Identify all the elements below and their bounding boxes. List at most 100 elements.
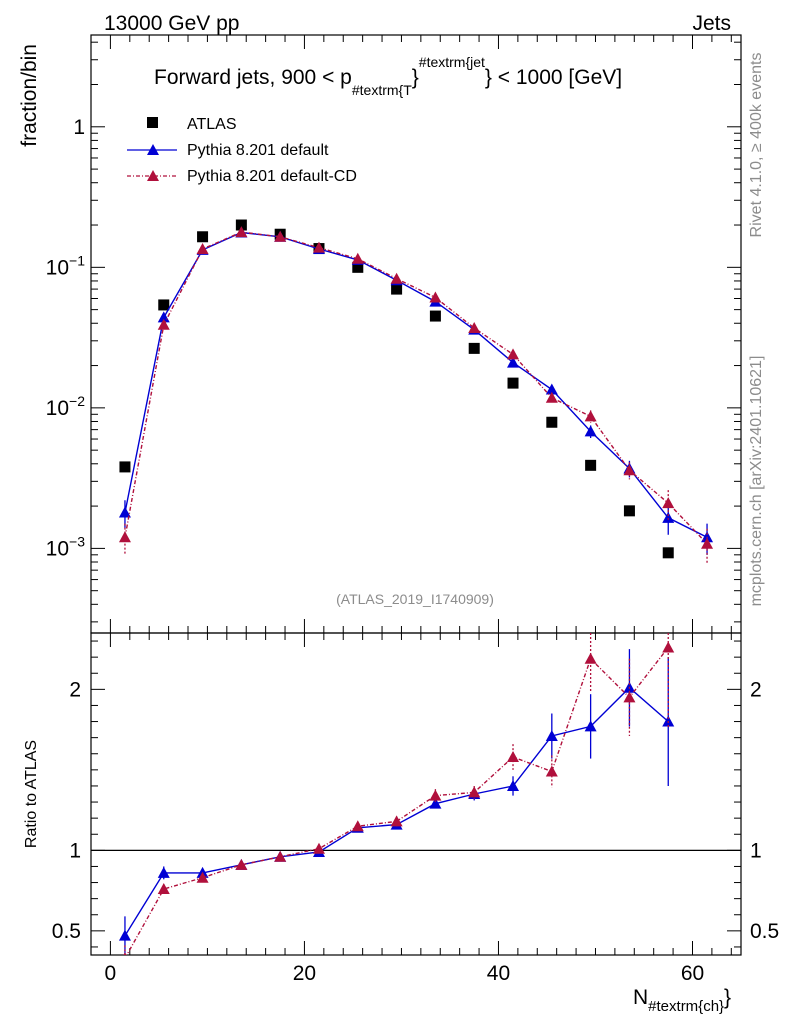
x-tick-label: 0 xyxy=(105,962,117,985)
y-tick-label-exponent: −2 xyxy=(69,393,85,409)
y-tick-label: 10−1 xyxy=(46,252,86,279)
atlas-data-point xyxy=(235,219,247,231)
pythia-default-cd-point xyxy=(468,322,481,334)
atlas-data-point xyxy=(585,459,597,471)
ratio-y-tick-label-left: 0.5 xyxy=(52,920,81,943)
pythia-default-cd-line xyxy=(124,231,708,545)
ratio-default-cd-point xyxy=(312,842,325,854)
title-end: } < 1000 [GeV] xyxy=(485,66,622,89)
x-axis-label-main: N xyxy=(633,986,648,1009)
atlas-data-point xyxy=(158,299,170,311)
y-tick-label: 10−2 xyxy=(46,393,86,420)
pythia-default-point xyxy=(118,506,131,518)
pythia-default-cd-point xyxy=(157,318,170,330)
legend-marker-default xyxy=(147,144,159,155)
atlas-data-point xyxy=(391,283,403,295)
ratio-default-cd-point xyxy=(123,952,127,955)
main-plot-data xyxy=(118,219,714,564)
ratio-default-cd-line xyxy=(125,647,669,955)
legend-label-default-cd: Pythia 8.201 default-CD xyxy=(187,168,357,185)
pythia-default-cd-point xyxy=(390,272,403,284)
pythia-default-line xyxy=(124,231,708,538)
title-main: Forward jets, 900 < p xyxy=(154,66,352,89)
ratio-default-cd-point xyxy=(468,786,481,798)
pythia-default-cd-point xyxy=(545,391,558,403)
ratio-plot-data xyxy=(118,633,675,955)
y-tick-label-exponent: −1 xyxy=(69,252,85,268)
y-tick-label-base: 10 xyxy=(46,256,69,279)
plot-title: Forward jets, 900 < p#textrm{T}#textrm{j… xyxy=(154,54,622,98)
ratio-default-cd-point xyxy=(429,789,442,801)
ratio-y-tick-label-right: 0.5 xyxy=(750,920,779,943)
process-label: Jets xyxy=(692,12,731,35)
pythia-default-point xyxy=(584,425,597,437)
ratio-default-point xyxy=(507,779,520,791)
ratio-default-point xyxy=(118,929,131,941)
y-tick-label-exponent: −3 xyxy=(69,533,85,549)
ratio-default-cd-point xyxy=(390,815,403,827)
ratio-y-tick-label-right: 1 xyxy=(750,839,762,862)
legend-label-atlas: ATLAS xyxy=(187,116,237,133)
y-tick-label-base: 10 xyxy=(46,537,69,560)
atlas-data-point xyxy=(429,310,441,322)
title-superscript: #textrm{jet xyxy=(419,54,485,70)
x-axis-label-sub: #textrm{ch} xyxy=(648,998,724,1015)
ratio-default-cd-point xyxy=(157,882,170,894)
atlas-data-point xyxy=(119,461,131,473)
pythia-default-cd-point xyxy=(662,497,675,509)
ratio-default-cd-point xyxy=(235,858,248,870)
atlas-data-point xyxy=(662,547,674,559)
legend: ATLAS Pythia 8.201 default Pythia 8.201 … xyxy=(127,116,357,185)
pythia-default-cd-point xyxy=(312,241,325,253)
ratio-default-point xyxy=(157,866,170,878)
ratio-y-tick-label-left: 1 xyxy=(69,839,81,862)
pythia-default-cd-point xyxy=(118,531,131,543)
ratio-default-cd-point xyxy=(351,820,364,832)
ratio-panel-frame xyxy=(90,632,742,956)
x-tick-label: 60 xyxy=(681,962,704,985)
pythia-default-cd-point xyxy=(429,291,442,303)
energy-label: 13000 GeV pp xyxy=(104,12,239,35)
x-tick-label: 40 xyxy=(487,962,510,985)
atlas-data-point xyxy=(546,416,558,428)
ratio-default-cd-point xyxy=(662,641,675,653)
ratio-default-cd-point xyxy=(196,871,209,883)
y-tick-label: 1 xyxy=(73,116,85,139)
ratio-default-cd-point xyxy=(623,691,636,703)
source-label: mcplots.cern.ch [arXiv:2401.10621] xyxy=(748,356,765,607)
pythia-default-cd-point xyxy=(274,230,287,242)
pythia-default-point xyxy=(507,356,520,368)
pythia-default-cd-point xyxy=(235,226,248,238)
ratio-default-line xyxy=(124,686,669,937)
x-axis-label: N#textrm{ch}} xyxy=(633,986,731,1015)
y-tick-label-base: 10 xyxy=(46,397,69,420)
ratio-y-axis-label: Ratio to ATLAS xyxy=(23,740,40,848)
pythia-default-cd-point xyxy=(351,252,364,264)
ratio-default-point xyxy=(429,797,442,809)
legend-marker-atlas xyxy=(147,117,158,128)
atlas-data-point xyxy=(623,505,635,517)
rivet-version-label: Rivet 4.1.0, ≥ 400k events xyxy=(748,53,765,238)
pythia-default-point xyxy=(662,511,675,523)
ratio-default-cd-point xyxy=(545,765,558,777)
ratio-default-cd-point xyxy=(274,850,287,862)
ratio-default-cd-point xyxy=(584,652,597,664)
ratio-default-point xyxy=(584,720,597,732)
x-axis-label-brace: } xyxy=(724,986,731,1009)
analysis-id-label: (ATLAS_2019_I1740909) xyxy=(336,591,494,607)
atlas-data-point xyxy=(352,261,364,273)
ratio-default-point xyxy=(545,730,558,742)
title-brace: } xyxy=(412,66,419,89)
atlas-data-point xyxy=(507,377,519,389)
pythia-default-cd-point xyxy=(507,348,520,360)
pythia-default-cd-point xyxy=(584,410,597,422)
pythia-default-cd-point xyxy=(701,537,714,549)
ratio-default-cd-point xyxy=(507,750,520,762)
pythia-default-point xyxy=(545,383,558,395)
y-axis-label: fraction/bin xyxy=(18,44,41,147)
y-tick-label-base: 1 xyxy=(73,116,85,139)
y-tick-label: 10−3 xyxy=(46,533,86,560)
pythia-default-point xyxy=(157,311,170,323)
ratio-y-tick-label-right: 2 xyxy=(750,678,762,701)
